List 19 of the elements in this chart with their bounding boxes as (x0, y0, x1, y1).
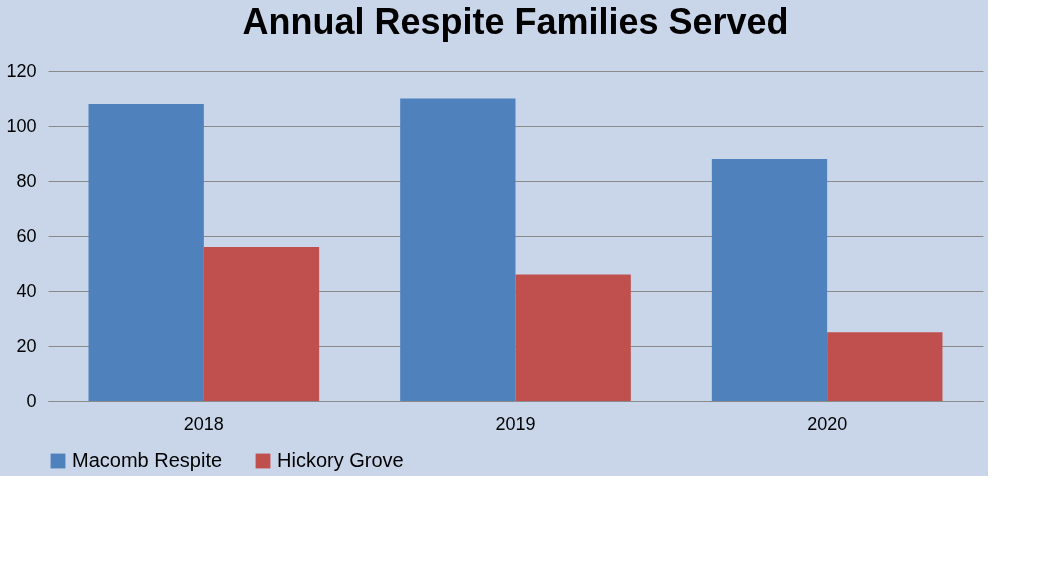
legend-label: Macomb Respite (72, 449, 223, 471)
bar (827, 332, 943, 401)
bar (88, 104, 204, 401)
y-tick-label: 100 (6, 115, 37, 136)
y-tick-label: 0 (26, 390, 37, 411)
y-tick-label: 20 (16, 335, 37, 356)
chart-title: Annual Respite Families Served (242, 1, 789, 42)
x-tick-label: 2018 (183, 413, 224, 434)
y-tick-label: 120 (6, 60, 37, 81)
y-tick-label: 40 (16, 280, 37, 301)
y-tick-label: 60 (16, 225, 37, 246)
bar (515, 274, 631, 401)
x-tick-label: 2019 (495, 413, 536, 434)
bar (711, 159, 828, 401)
bar (203, 247, 320, 401)
y-tick-label: 80 (16, 170, 37, 191)
legend-label: Hickory Grove (277, 449, 404, 471)
bar (400, 98, 516, 401)
x-tick-label: 2020 (807, 413, 848, 434)
